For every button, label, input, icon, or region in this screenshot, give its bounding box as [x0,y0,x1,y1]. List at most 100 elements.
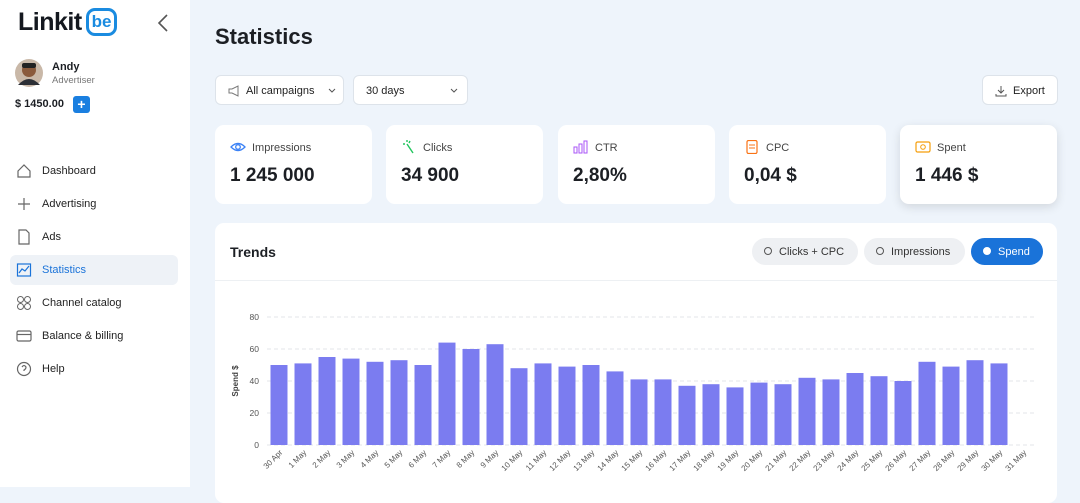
x-tick-label: 30 Apr [262,448,285,471]
x-tick-label: 28 May [931,448,956,473]
nav-item[interactable]: Statistics [10,255,178,285]
campaign-filter[interactable]: All campaigns [215,75,344,105]
x-tick-label: 29 May [955,448,980,473]
kpi-value: 0,04 $ [744,165,797,186]
x-tick-label: 12 May [547,448,572,473]
toggle[interactable]: Spend [971,238,1043,265]
bar [702,384,720,445]
bar [942,366,960,445]
icon [995,86,1007,97]
x-tick-label: 19 May [715,448,740,473]
y-tick-label: 80 [250,312,260,322]
panel-title: Trends [230,244,276,260]
nav-item[interactable]: Balance & billing [10,321,178,351]
bar [366,361,384,445]
kpi-card: CTR 2,80% [558,125,715,204]
x-tick-label: 23 May [811,448,836,473]
icon [17,296,31,310]
collapse-button[interactable] [157,13,169,33]
kpi-label: Spent [937,142,966,154]
icon [18,229,30,245]
toggle-label: Clicks + CPC [779,246,845,258]
chart: Spend $ 0 20 40 60 80 30 Apr 1 May 2 May 3 May 4 … [231,312,1035,473]
nav-item[interactable]: Channel catalog [10,288,178,318]
toggle[interactable]: Impressions [864,238,965,265]
x-tick-label: 16 May [643,448,668,473]
nav-label: Channel catalog [42,297,122,309]
nav-item[interactable]: Ads [10,222,178,252]
x-tick-label: 4 May [359,448,381,470]
add-balance-button[interactable]: + [73,96,90,113]
bar [510,368,528,445]
nav-label: Ads [42,231,61,243]
sidebar: Linkit be Andy Advertiser $ 1450.00 + Da… [0,0,190,487]
icon [16,361,32,377]
kpi-value: 34 900 [401,165,460,186]
x-tick-label: 25 May [859,448,884,473]
icon [403,140,414,154]
bar [558,366,576,445]
kpi-value: 2,80% [573,165,627,186]
avatar[interactable] [15,59,43,87]
x-tick-label: 11 May [524,448,548,472]
nav-item[interactable]: Dashboard [10,156,178,186]
bar [270,365,288,445]
filter-label: All campaigns [246,85,315,97]
x-tick-label: 22 May [787,448,812,473]
bar [630,379,648,445]
export-button[interactable]: Export [982,75,1058,105]
bar [486,344,504,445]
x-tick-label: 21 May [763,448,788,473]
bar [774,384,792,445]
bar [318,357,336,445]
x-tick-label: 8 May [455,448,477,470]
y-axis-label: Spend $ [231,365,240,397]
x-tick-label: 17 May [667,448,692,473]
trends-panel: Trends Clicks + CPC Impressions Spend Sp… [215,223,1057,503]
kpi-label: Impressions [252,142,312,154]
bar [606,371,624,445]
user-name: Andy [52,61,80,73]
y-tick-label: 60 [250,344,260,354]
bar [750,382,768,445]
nav-item[interactable]: Advertising [10,189,178,219]
y-tick-label: 40 [250,376,260,386]
user-role: Advertiser [52,75,95,86]
kpi-label: CTR [595,142,618,154]
period-filter[interactable]: 30 days [353,75,468,105]
logo-badge[interactable]: be [86,8,117,36]
icon [18,198,30,210]
icon [17,164,31,178]
kpi-label: Clicks [423,142,453,154]
logo[interactable]: Linkit [18,8,82,36]
bar [414,365,432,445]
bar [390,360,408,445]
x-tick-label: 10 May [499,448,524,473]
x-tick-label: 30 May [979,448,1004,473]
bar [798,377,816,445]
nav-item[interactable]: Help [10,354,178,384]
toggle[interactable]: Clicks + CPC [752,238,858,265]
bar [894,381,912,445]
x-tick-label: 24 May [835,448,860,473]
y-tick-label: 20 [250,408,260,418]
y-tick-label: 0 [254,440,259,450]
filter-label: 30 days [366,85,405,97]
x-tick-label: 9 May [479,448,501,470]
nav-label: Help [42,363,65,375]
kpi-value: 1 446 $ [915,165,979,186]
x-tick-label: 14 May [595,448,620,473]
kpi-card: CPC 0,04 $ [729,125,886,204]
x-tick-label: 1 May [287,448,309,470]
bar [462,349,480,445]
x-tick-label: 26 May [883,448,908,473]
nav-label: Statistics [42,264,87,276]
bar [726,387,744,445]
icon [16,330,32,342]
kpi-card: Impressions 1 245 000 [215,125,372,204]
x-tick-label: 3 May [335,448,357,470]
bar [582,365,600,445]
toggle-label: Spend [998,246,1030,258]
icon [16,263,32,277]
bar [990,363,1008,445]
